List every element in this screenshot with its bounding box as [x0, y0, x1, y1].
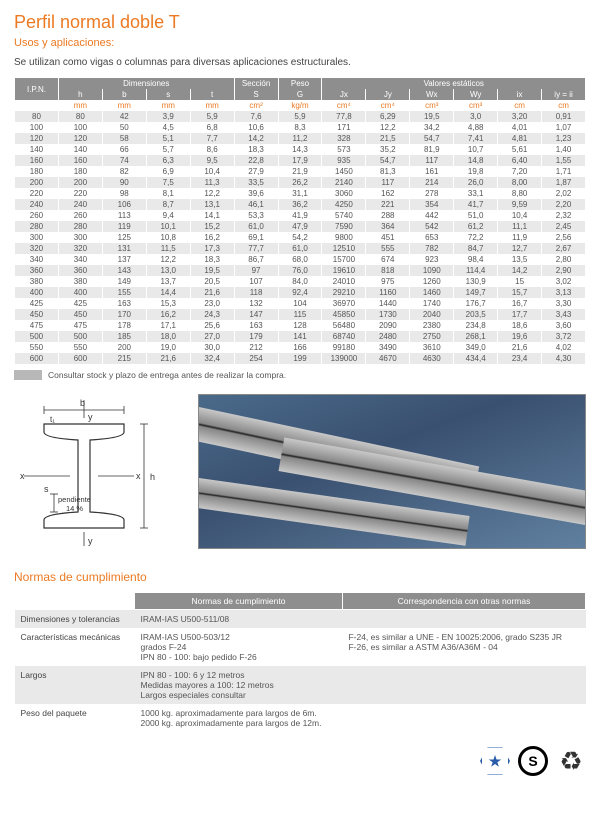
table-row: 220220988,112,239,631,1306016227833,18,8… [15, 188, 586, 199]
table-row: 50050018518,027,01791416874024802750268,… [15, 331, 586, 342]
table-row: 45045017016,224,31471154585017302040203,… [15, 309, 586, 320]
sub-S: S [234, 89, 278, 100]
cert-hex-icon: ★ [480, 746, 510, 776]
cert-logos: ★ S ♻ [14, 746, 586, 776]
table-row: 180180826,910,427,921,9145081,316119,87,… [15, 166, 586, 177]
group-dimensiones: Dimensiones [58, 78, 234, 89]
table-row: 120120585,17,714,211,232821,554,77,414,8… [15, 133, 586, 144]
svg-text:y: y [88, 536, 93, 546]
table-row: 100100504,56,810,68,317112,234,24,884,01… [15, 122, 586, 133]
sub-s: s [146, 89, 190, 100]
table-row: 2402401068,713,146,136,2425022135441,79,… [15, 199, 586, 210]
unit: cm [498, 100, 542, 111]
profile-table: I.P.N. Dimensiones Sección Peso Valores … [14, 78, 586, 364]
sub-G: G [278, 89, 322, 100]
norms-row: Características mecánicasIRAM-IAS U500-5… [15, 628, 586, 666]
unit: mm [146, 100, 190, 111]
svg-text:x: x [20, 471, 25, 481]
recycle-icon: ♻ [556, 746, 586, 776]
group-peso: Peso [278, 78, 322, 89]
table-row: 40040015514,421,611892,42921011601460149… [15, 287, 586, 298]
sub-Wy: Wy [454, 89, 498, 100]
sub-b: b [102, 89, 146, 100]
table-row: 28028011910,115,261,047,9759036454261,21… [15, 221, 586, 232]
section-usos: Usos y aplicaciones: [14, 37, 586, 49]
cert-s-icon: S [518, 746, 548, 776]
unit: cm⁴ [366, 100, 410, 111]
table-row: 34034013712,218,386,768,01570067492398,4… [15, 254, 586, 265]
table-row: 8080423,95,97,65,977,86,2919,53,03,200,9… [15, 111, 586, 122]
sub-iy = ii: iy = ii [542, 89, 586, 100]
svg-text:14 %: 14 % [66, 504, 83, 513]
product-photo [198, 394, 586, 549]
unit: cm⁴ [322, 100, 366, 111]
normas-title: Normas de cumplimiento [14, 570, 586, 584]
table-row: 200200907,511,333,526,2214011721426,08,0… [15, 177, 586, 188]
table-row: 160160746,39,522,817,993554,711714,86,40… [15, 155, 586, 166]
diagram-b: b [80, 398, 85, 408]
group-seccion: Sección [234, 78, 278, 89]
table-row: 2602601139,414,153,341,9574028844251,010… [15, 210, 586, 221]
profile-diagram: b t₁ y x x h s y pendiente 14 % [14, 394, 184, 552]
unit: mm [102, 100, 146, 111]
norms-row: LargosIPN 80 - 100: 6 y 12 metros Medida… [15, 666, 586, 704]
svg-text:x: x [136, 471, 141, 481]
norms-hdr-2: Correspondencia con otras normas [342, 593, 585, 610]
svg-text:pendiente: pendiente [58, 495, 91, 504]
unit: cm [542, 100, 586, 111]
table-row: 60060021521,632,425419913900046704630434… [15, 353, 586, 364]
table-row: 30030012510,816,269,154,2980045165372,21… [15, 232, 586, 243]
unit: kg/m [278, 100, 322, 111]
unit: mm [190, 100, 234, 111]
table-row: 55055020019,030,02121669918034903610349,… [15, 342, 586, 353]
norms-row: Dimensiones y toleranciasIRAM-IAS U500-5… [15, 610, 586, 629]
col-ipn: I.P.N. [15, 78, 59, 100]
svg-text:y: y [88, 412, 93, 422]
sub-t: t [190, 89, 234, 100]
sub-Jy: Jy [366, 89, 410, 100]
table-row: 47547517817,125,61631285648020902380234,… [15, 320, 586, 331]
table-footnote: Consultar stock y plazo de entrega antes… [14, 370, 586, 380]
unit: mm [58, 100, 102, 111]
unit: cm² [234, 100, 278, 111]
norms-row: Peso del paquete1000 kg. aproximadamente… [15, 704, 586, 732]
sub-Wx: Wx [410, 89, 454, 100]
norms-hdr-1: Normas de cumplimiento [135, 593, 343, 610]
intro-text: Se utilizan como vigas o columnas para d… [14, 57, 586, 68]
unit: cm³ [410, 100, 454, 111]
sub-Jx: Jx [322, 89, 366, 100]
table-row: 32032013111,517,377,761,01251055578284,7… [15, 243, 586, 254]
table-row: 140140665,78,618,314,357335,281,910,75,6… [15, 144, 586, 155]
page-title: Perfil normal doble T [14, 12, 586, 33]
sub-ix: ix [498, 89, 542, 100]
svg-text:s: s [44, 484, 49, 494]
norms-table: Normas de cumplimiento Correspondencia c… [14, 592, 586, 732]
group-valores: Valores estáticos [322, 78, 586, 89]
unit: cm³ [454, 100, 498, 111]
svg-text:h: h [150, 472, 155, 482]
table-row: 42542516315,323,01321043697014401740176,… [15, 298, 586, 309]
table-row: 36036014313,019,59776,0196108181090114,4… [15, 265, 586, 276]
sub-h: h [58, 89, 102, 100]
table-row: 38038014913,720,510784,0240109751260130,… [15, 276, 586, 287]
svg-text:t₁: t₁ [50, 415, 55, 424]
